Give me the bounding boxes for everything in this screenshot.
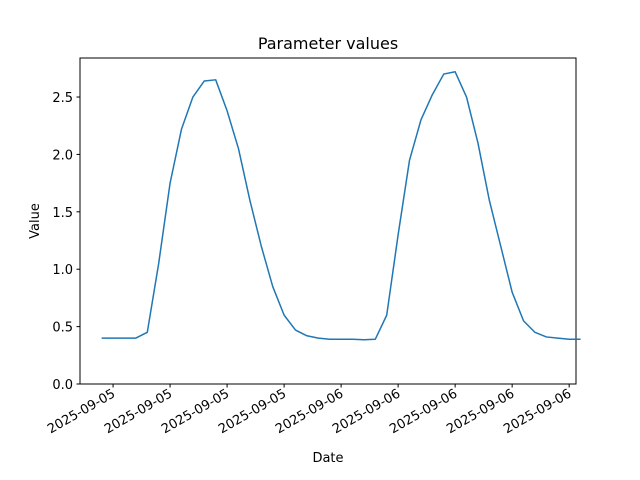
chart-title: Parameter values	[258, 34, 398, 53]
y-axis-label: Value	[28, 203, 43, 239]
y-tick-label: 2.0	[52, 148, 73, 163]
y-tick-label: 0.0	[52, 378, 73, 393]
plot-frame	[79, 57, 577, 385]
y-tick-label: 1.0	[52, 263, 73, 278]
y-tick-label: 0.5	[52, 321, 73, 336]
y-tick-label: 2.5	[52, 91, 73, 106]
x-axis-label: Date	[312, 451, 343, 466]
y-tick-label: 1.5	[52, 206, 73, 221]
line	[101, 71, 581, 341]
